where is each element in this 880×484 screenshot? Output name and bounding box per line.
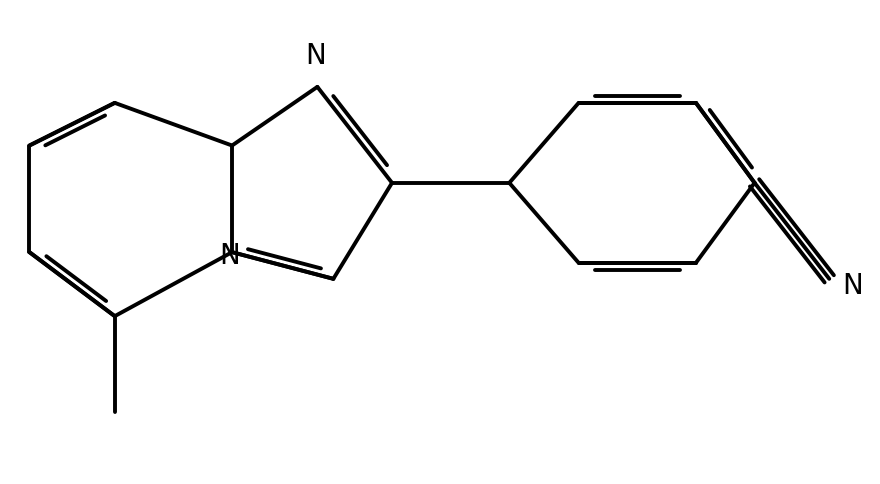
Text: N: N	[842, 272, 862, 300]
Text: N: N	[304, 42, 326, 70]
Text: N: N	[219, 242, 240, 270]
